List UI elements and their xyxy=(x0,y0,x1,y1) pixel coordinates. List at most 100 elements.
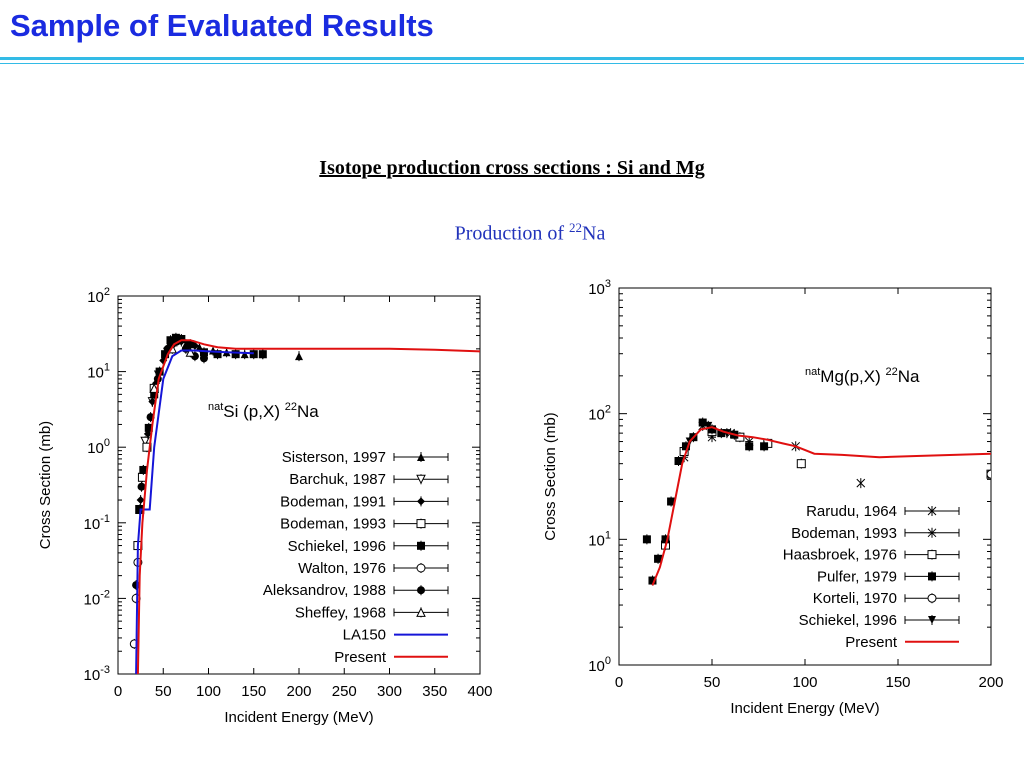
x-axis-label: Incident Energy (MeV) xyxy=(730,700,879,717)
data-point xyxy=(144,422,153,433)
y-tick-label: 100 xyxy=(87,437,110,457)
title-underline-thin xyxy=(0,63,1024,64)
production-caption: Production of 22Na xyxy=(0,220,1024,246)
slide-subtitle: Isotope production cross sections : Si a… xyxy=(319,157,705,179)
title-underline xyxy=(0,57,1024,60)
series-line-present xyxy=(651,426,991,586)
x-tick-label: 100 xyxy=(196,683,221,700)
y-tick-label: 103 xyxy=(588,278,611,298)
legend: Sisterson, 1997 Barchuk, 1987 Bodeman, 199… xyxy=(263,449,449,666)
legend-marker xyxy=(927,593,937,604)
legend-label: Walton, 1976 xyxy=(298,560,386,577)
x-tick-label: 300 xyxy=(377,683,402,700)
data-point xyxy=(213,349,222,360)
y-tick-label: 102 xyxy=(87,286,110,306)
legend-label: Schiekel, 1996 xyxy=(288,538,386,555)
legend-marker xyxy=(928,615,936,625)
legend: Rarudu, 1964 Bodeman, 1993 Haasbroek, 1976… xyxy=(783,503,960,651)
legend-sample xyxy=(904,571,960,582)
legend-marker xyxy=(416,607,426,618)
legend-label: Haasbroek, 1976 xyxy=(783,547,897,564)
x-tick-label: 200 xyxy=(286,683,311,700)
x-tick-label: 200 xyxy=(978,674,1003,691)
legend-marker xyxy=(927,527,937,538)
data-point xyxy=(231,349,240,360)
legend-sample xyxy=(393,607,449,618)
x-tick-label: 250 xyxy=(332,683,357,700)
legend-label: Present xyxy=(334,649,387,666)
y-tick-label: 102 xyxy=(588,404,611,424)
legend-sample xyxy=(904,527,960,538)
legend-sample xyxy=(393,474,449,485)
data-layer xyxy=(642,417,991,586)
legend-label: Sisterson, 1997 xyxy=(282,449,386,466)
legend-marker xyxy=(927,506,937,516)
data-point xyxy=(667,496,676,507)
data-point xyxy=(142,442,152,453)
legend-sample xyxy=(904,506,960,516)
data-point xyxy=(856,478,866,489)
legend-sample xyxy=(393,563,449,573)
data-point xyxy=(199,353,208,364)
y-axis-label: Cross Section (mb) xyxy=(542,412,559,540)
data-point xyxy=(796,458,806,469)
data-point xyxy=(674,456,683,467)
legend-label: Aleksandrov, 1988 xyxy=(263,582,386,599)
x-tick-label: 50 xyxy=(155,683,172,700)
legend-marker xyxy=(417,540,425,551)
legend-label: Present xyxy=(845,634,898,651)
y-tick-label: 10-2 xyxy=(84,588,110,608)
mg-chart: 0 50 100 150 200 103 102 101 100 Incident Energy … xyxy=(542,278,1004,717)
y-tick-label: 10-3 xyxy=(84,664,110,684)
x-tick-label: 0 xyxy=(114,683,122,700)
x-tick-label: 350 xyxy=(422,683,447,700)
data-point xyxy=(642,534,651,545)
legend-label: Sheffey, 1968 xyxy=(295,604,386,621)
data-point xyxy=(137,481,146,492)
legend-label: LA150 xyxy=(343,627,386,644)
reaction-label: natMg(p,X) 22Na xyxy=(805,366,920,386)
x-tick-label: 100 xyxy=(792,674,817,691)
legend-label: Pulfer, 1979 xyxy=(817,568,897,585)
legend-label: Rarudu, 1964 xyxy=(806,503,897,520)
data-point xyxy=(704,420,713,431)
legend-marker xyxy=(416,474,426,485)
x-tick-label: 150 xyxy=(885,674,910,691)
legend-marker xyxy=(417,585,425,596)
data-point xyxy=(654,553,663,564)
legend-label: Bodeman, 1993 xyxy=(791,525,897,542)
legend-label: Schiekel, 1996 xyxy=(799,612,897,629)
y-tick-label: 101 xyxy=(87,362,110,382)
data-point xyxy=(185,347,196,358)
reaction-label: natSi (p,X) 22Na xyxy=(208,401,319,421)
legend-label: Barchuk, 1987 xyxy=(289,471,386,488)
series-line-la150 xyxy=(135,349,254,674)
legend-label: Korteli, 1970 xyxy=(813,590,897,607)
data-layer xyxy=(129,332,480,674)
legend-marker xyxy=(416,518,426,529)
data-point xyxy=(240,349,249,360)
y-tick-label: 10-1 xyxy=(84,513,110,533)
legend-marker xyxy=(417,452,425,462)
legend-sample xyxy=(393,585,449,596)
y-tick-label: 101 xyxy=(588,529,611,549)
series-line-present xyxy=(136,339,480,674)
legend-sample xyxy=(393,540,449,551)
legend-sample xyxy=(904,615,960,625)
legend-sample xyxy=(904,549,960,560)
production-prefix: Production of xyxy=(454,222,570,245)
data-point xyxy=(745,441,754,452)
data-point xyxy=(760,441,769,452)
legend-label: Bodeman, 1993 xyxy=(280,516,386,533)
data-point xyxy=(258,349,267,360)
data-point xyxy=(136,495,145,506)
data-point xyxy=(166,335,175,346)
y-tick-label: 100 xyxy=(588,655,611,675)
plot-frame xyxy=(618,287,992,666)
x-tick-label: 50 xyxy=(704,674,721,691)
x-tick-label: 0 xyxy=(615,674,623,691)
slide-title: Sample of Evaluated Results xyxy=(10,8,434,43)
y-axis-label: Cross Section (mb) xyxy=(37,421,54,549)
data-point xyxy=(986,469,991,480)
legend-label: Bodeman, 1991 xyxy=(280,493,386,510)
